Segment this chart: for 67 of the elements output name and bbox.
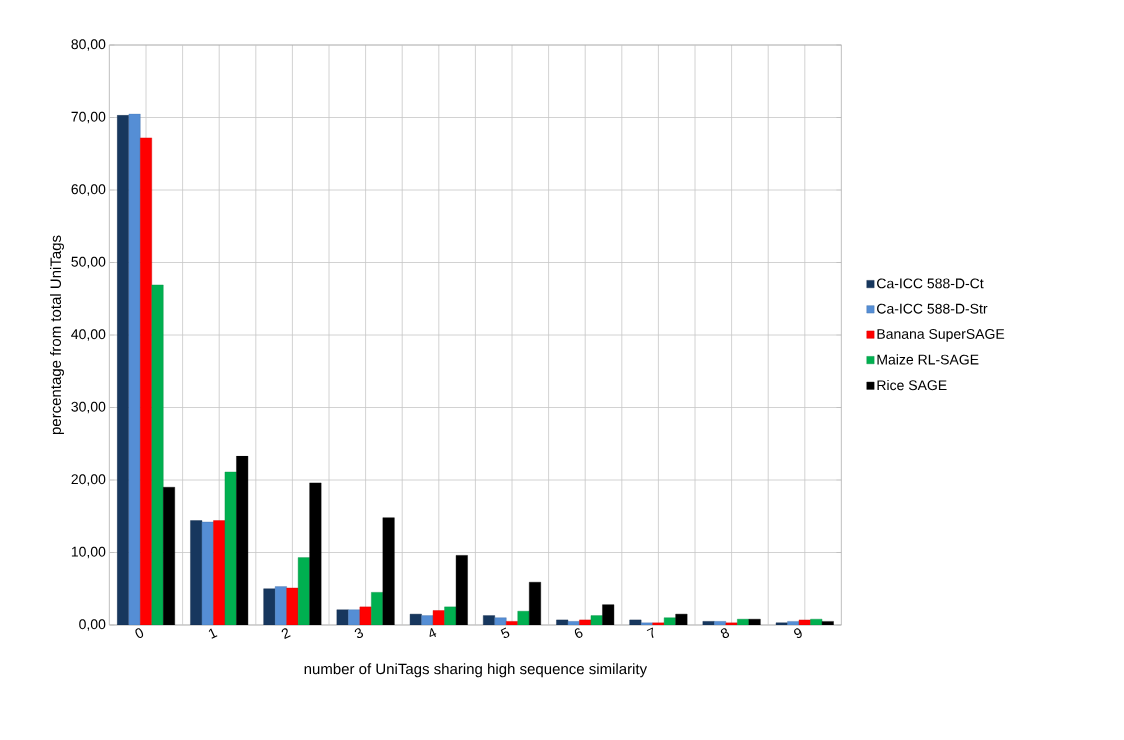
bar [382,517,395,625]
x-tick-label: 7 [646,627,654,639]
bar [455,555,468,625]
bar [213,520,226,625]
bar [640,622,653,625]
bar [348,609,361,625]
x-tick-label: 0 [135,628,144,638]
x-tick-label: 4 [429,627,437,638]
y-tick-label: 70,00 [71,111,106,124]
x-tick-label: 9 [794,628,802,639]
x-tick-label: 1 [208,628,218,639]
bar [787,621,800,625]
bar [236,455,249,625]
bar [714,621,727,625]
bar [798,619,811,625]
y-tick-label: 40,00 [71,329,106,341]
legend-label: Maize RL-SAGE [877,354,979,365]
y-tick-label: 20,00 [71,474,106,486]
bar [494,617,507,625]
y-tick-label: 10,00 [71,546,106,559]
bar [775,622,788,625]
bar [506,621,518,625]
bar [579,619,592,625]
bar [263,588,276,625]
bar [359,606,372,625]
x-tick-label: 6 [574,628,583,638]
bar [336,609,349,625]
y-tick-label: 30,00 [71,401,106,414]
y-tick-label: 60,00 [71,184,106,196]
bar [629,619,642,625]
bar [309,482,322,625]
bar [529,582,541,625]
x-tick-label: 8 [720,628,730,639]
bar [421,615,434,625]
bar [675,613,688,625]
bar [286,587,299,625]
legend-label: Ca-ICC 588-D-Str [877,303,988,314]
legend-label: Rice SAGE [877,379,947,391]
x-tick-label: 5 [500,627,510,639]
x-tick-label: 2 [281,628,291,639]
bar [117,115,129,625]
bar [151,284,164,625]
bar [602,604,615,625]
bar [409,613,422,625]
bar [652,622,665,625]
legend-label: Banana SuperSAGE [877,328,1005,342]
bar [483,615,495,625]
bar [748,619,761,625]
bar [567,621,580,625]
bar [128,113,141,625]
bar [201,521,214,625]
bar [821,621,834,625]
bar [725,622,738,625]
legend-label: Ca-ICC 588-D-Ct [877,278,984,289]
bar [140,137,152,625]
x-tick-label: 3 [354,628,364,639]
bar [190,520,203,625]
bar [163,487,175,625]
bar [702,621,715,625]
y-tick-label: 50,00 [71,256,106,269]
bar [274,586,287,625]
y-axis-title: percentage from total UniTags [49,235,64,435]
bar [432,610,445,625]
x-axis-title: number of UniTags sharing high sequence similarity [304,663,648,678]
y-tick-label: 80,00 [71,39,106,51]
bar [556,619,569,625]
y-tick-label: 0,00 [79,619,106,631]
